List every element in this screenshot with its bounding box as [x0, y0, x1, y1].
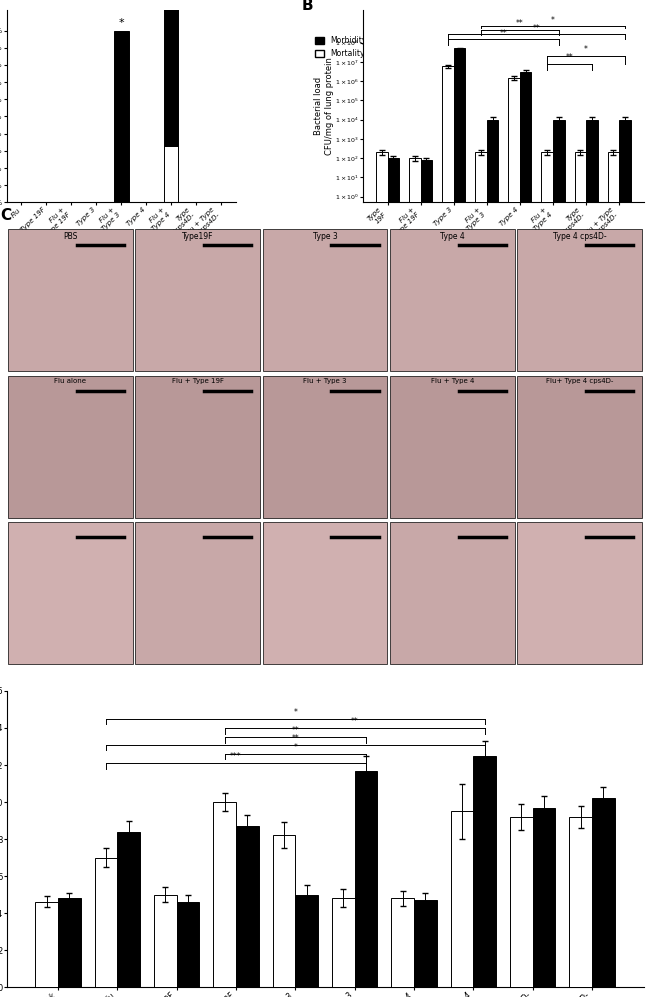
Bar: [473, 756, 496, 987]
Bar: [236, 827, 259, 987]
Bar: [376, 153, 387, 997]
Text: **: **: [291, 734, 299, 743]
Text: *: *: [293, 743, 297, 752]
Text: Flu alone: Flu alone: [54, 378, 86, 384]
Bar: [608, 153, 619, 997]
Text: *: *: [584, 45, 588, 54]
Text: **: **: [532, 24, 540, 33]
Text: **: **: [499, 29, 507, 38]
Bar: [273, 835, 295, 987]
Bar: [164, 146, 179, 202]
Bar: [569, 817, 592, 987]
Text: *: *: [293, 708, 297, 717]
Text: PBS: PBS: [63, 231, 77, 240]
Bar: [36, 902, 58, 987]
Text: **: **: [566, 53, 573, 62]
Text: Flu + Type 4: Flu + Type 4: [431, 378, 474, 384]
Bar: [487, 120, 499, 997]
Bar: [177, 902, 199, 987]
Bar: [442, 66, 454, 997]
Bar: [409, 159, 421, 997]
Bar: [575, 153, 586, 997]
Text: Type 4: Type 4: [440, 231, 465, 240]
Bar: [355, 771, 377, 987]
Bar: [295, 894, 318, 987]
Text: Flu + Type 3: Flu + Type 3: [304, 378, 346, 384]
Bar: [451, 812, 473, 987]
Bar: [520, 72, 532, 997]
Text: Flu + Type 19F: Flu + Type 19F: [172, 378, 224, 384]
Text: Flu+ Type 4 cps4D-: Flu+ Type 4 cps4D-: [546, 378, 614, 384]
Text: *: *: [118, 18, 124, 28]
Text: C: C: [0, 207, 11, 222]
Bar: [154, 894, 177, 987]
Bar: [475, 153, 487, 997]
Bar: [592, 799, 614, 987]
Text: **: **: [351, 717, 359, 726]
Bar: [532, 808, 555, 987]
Bar: [213, 802, 236, 987]
Bar: [619, 120, 630, 997]
Bar: [421, 160, 432, 997]
Bar: [508, 78, 520, 997]
Bar: [454, 49, 465, 997]
Legend: Morbidity, Mortality: Morbidity, Mortality: [312, 33, 370, 61]
Bar: [586, 120, 597, 997]
Text: *: *: [551, 16, 555, 25]
Text: **: **: [291, 727, 299, 736]
Text: Type19F: Type19F: [182, 231, 213, 240]
Bar: [541, 153, 553, 997]
Text: Type 4 cps4D-: Type 4 cps4D-: [553, 231, 606, 240]
Bar: [414, 900, 437, 987]
Text: ***: ***: [230, 753, 242, 762]
Bar: [387, 159, 399, 997]
Text: B: B: [302, 0, 313, 13]
Text: **: **: [516, 19, 524, 29]
Bar: [164, 0, 179, 146]
Bar: [114, 31, 129, 202]
Bar: [118, 831, 140, 987]
Bar: [391, 898, 414, 987]
Y-axis label: Bacterial load
CFU/mg of lung protein: Bacterial load CFU/mg of lung protein: [314, 57, 333, 156]
Bar: [553, 120, 565, 997]
Bar: [58, 898, 81, 987]
Bar: [332, 898, 355, 987]
Bar: [510, 817, 532, 987]
Text: Type 3: Type 3: [313, 231, 337, 240]
Bar: [95, 857, 118, 987]
